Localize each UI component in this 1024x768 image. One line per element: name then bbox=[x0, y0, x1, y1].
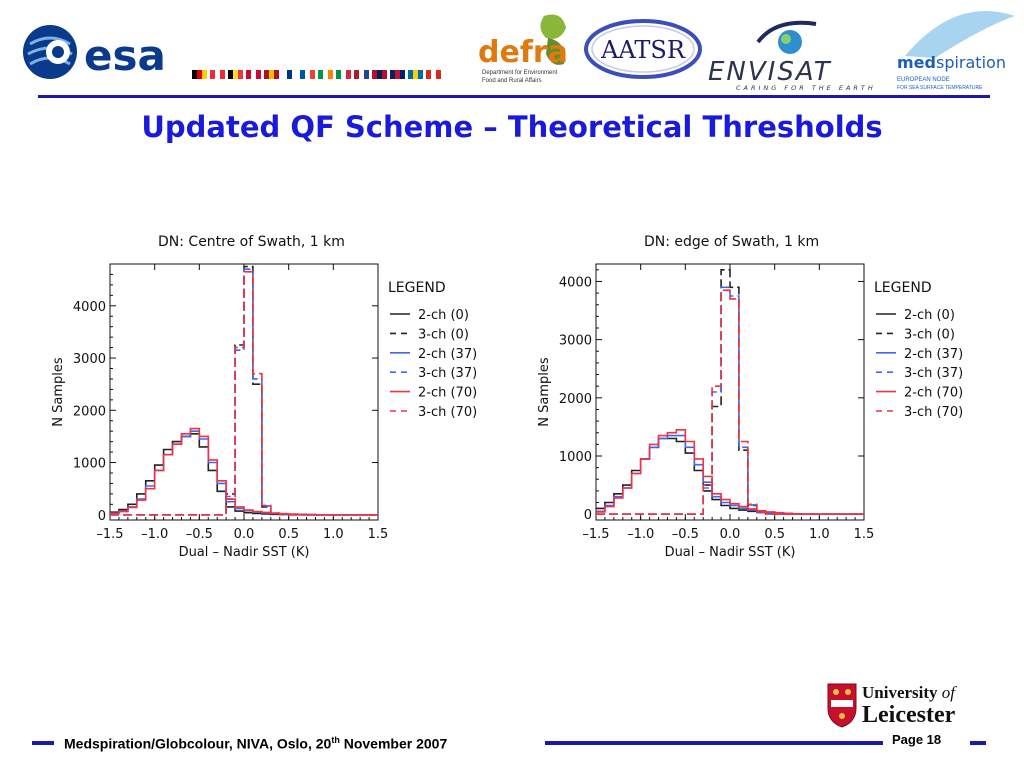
edge-ytick-label: 2000 bbox=[559, 392, 592, 407]
edge-plot-frame bbox=[595, 263, 865, 521]
footer-bar: Medspiration/Globcolour, NIVA, Oslo, 20t… bbox=[0, 728, 1024, 758]
flag-7 bbox=[318, 69, 333, 79]
page-number: Page 18 bbox=[892, 732, 942, 747]
aatsr-logo: AATSR bbox=[584, 19, 702, 79]
centre-ytick-label: 0 bbox=[98, 509, 106, 524]
flag-12 bbox=[408, 69, 423, 79]
edge-series-4 bbox=[596, 429, 864, 515]
defra-wordmark: defra bbox=[478, 35, 568, 70]
edge-series-5 bbox=[596, 289, 864, 515]
centre-ylabel: N Samples bbox=[51, 357, 66, 427]
edge-ytick-label: 4000 bbox=[559, 275, 592, 290]
edge-series-3 bbox=[596, 286, 864, 515]
envisat-logo: ENVISAT CARING FOR THE EARTH bbox=[708, 20, 876, 92]
university-line-1: University of bbox=[862, 683, 957, 702]
envisat-wordmark: ENVISAT bbox=[708, 57, 832, 87]
envisat-tagline: CARING FOR THE EARTH bbox=[736, 84, 876, 92]
centre-xtick-label: –1.0 bbox=[141, 527, 168, 542]
centre-xtick-label: 0.5 bbox=[278, 527, 299, 542]
esa-wordmark: esa bbox=[84, 31, 166, 80]
footer-event-text: Medspiration/Globcolour, NIVA, Oslo, 20t… bbox=[64, 735, 448, 752]
edge-xtick-label: –1.0 bbox=[627, 527, 654, 542]
edge-legend-label: 3-ch (70) bbox=[904, 405, 963, 420]
flag-13 bbox=[426, 69, 441, 79]
centre-legend-label: 2-ch (70) bbox=[418, 386, 477, 401]
flag-1 bbox=[210, 69, 225, 79]
edge-xtick-label: 1.5 bbox=[854, 527, 875, 542]
header-rule bbox=[38, 95, 990, 98]
centre-ytick-label: 1000 bbox=[73, 457, 106, 472]
edge-series-1 bbox=[596, 269, 864, 515]
footer-dash-right bbox=[970, 741, 986, 745]
centre-xtick-label: –0.5 bbox=[186, 527, 213, 542]
medspiration-logo: medspiration EUROPEAN NODE FOR SEA SURFA… bbox=[897, 11, 1015, 91]
medspiration-sub-1: EUROPEAN NODE bbox=[897, 77, 950, 83]
flag-3 bbox=[246, 69, 261, 79]
flag-2 bbox=[228, 69, 243, 79]
centre-ytick-label: 3000 bbox=[73, 352, 106, 367]
centre-ytick-label: 2000 bbox=[73, 404, 106, 419]
medspiration-wordmark: medspiration bbox=[897, 53, 1006, 72]
defra-subtitle-1: Department for Environment bbox=[482, 70, 558, 76]
edge-xtick-label: 0.0 bbox=[720, 527, 741, 542]
flag-0 bbox=[192, 69, 207, 79]
centre-legend-label: 2-ch (37) bbox=[418, 347, 477, 362]
edge-legend-label: 2-ch (70) bbox=[904, 386, 963, 401]
centre-legend-label: 3-ch (37) bbox=[418, 366, 477, 381]
edge-xtick-label: 0.5 bbox=[764, 527, 785, 542]
flag-5 bbox=[282, 69, 297, 79]
histogram-chart-edge: DN: edge of Swath, 1 km –1.5 –1.0 –0.5 0.0 0.… bbox=[537, 234, 963, 560]
centre-legend-label: 2-ch (0) bbox=[418, 308, 469, 323]
slide-title: Updated QF Scheme – Theoretical Threshol… bbox=[141, 110, 883, 144]
centre-series-2 bbox=[110, 430, 378, 516]
edge-xtick-label: 1.0 bbox=[809, 527, 830, 542]
edge-ytick-label: 3000 bbox=[559, 334, 592, 349]
edge-legend-label: 2-ch (0) bbox=[904, 308, 955, 323]
footer-dash-left bbox=[32, 741, 54, 745]
edge-ylabel: N Samples bbox=[537, 357, 552, 427]
edge-ytick-label: 1000 bbox=[559, 450, 592, 465]
centre-series-4 bbox=[110, 427, 378, 516]
defra-subtitle-2: Food and Rural Affairs bbox=[482, 78, 542, 84]
centre-xtick-label: 0.0 bbox=[234, 527, 255, 542]
centre-xtick-label: 1.5 bbox=[368, 527, 389, 542]
footer-rule bbox=[545, 741, 883, 745]
centre-ytick-label: 4000 bbox=[73, 300, 106, 315]
centre-series-5 bbox=[110, 271, 378, 516]
centre-series-0 bbox=[110, 433, 378, 516]
edge-legend-label: 3-ch (0) bbox=[904, 327, 955, 342]
aatsr-wordmark: AATSR bbox=[600, 36, 686, 64]
edge-legend-title: LEGEND bbox=[874, 280, 932, 296]
edge-legend-label: 2-ch (37) bbox=[904, 347, 963, 362]
medspiration-sub-2: FOR SEA SURFACE TEMPERATURE bbox=[897, 85, 983, 91]
flag-4 bbox=[264, 69, 279, 79]
edge-xtick-label: –0.5 bbox=[672, 527, 699, 542]
histogram-chart-centre: DN: Centre of Swath, 1 km –1.5 –1.0 –0.5 0.0… bbox=[51, 234, 477, 560]
edge-legend-label: 3-ch (37) bbox=[904, 366, 963, 381]
edge-xtick-label: –1.5 bbox=[582, 527, 609, 542]
flag-6 bbox=[300, 69, 315, 79]
member-state-flags bbox=[192, 68, 474, 80]
edge-title: DN: edge of Swath, 1 km bbox=[644, 234, 819, 250]
flag-8 bbox=[336, 69, 351, 79]
flag-9 bbox=[354, 69, 369, 79]
flag-10 bbox=[372, 69, 387, 79]
centre-xtick-label: 1.0 bbox=[323, 527, 344, 542]
esa-logo: esa bbox=[23, 25, 166, 80]
edge-ytick-label: 0 bbox=[584, 508, 592, 523]
centre-xlabel: Dual – Nadir SST (K) bbox=[179, 545, 310, 560]
centre-legend-title: LEGEND bbox=[388, 280, 446, 296]
flag-11 bbox=[390, 69, 405, 79]
centre-title: DN: Centre of Swath, 1 km bbox=[158, 234, 345, 250]
centre-legend-label: 3-ch (70) bbox=[418, 405, 477, 420]
centre-xtick-label: –1.5 bbox=[96, 527, 123, 542]
university-of-leicester-logo: University of Leicester bbox=[827, 683, 957, 728]
edge-xlabel: Dual – Nadir SST (K) bbox=[665, 545, 796, 560]
defra-logo: defra Department for Environment Food an… bbox=[478, 14, 568, 84]
centre-legend-label: 3-ch (0) bbox=[418, 327, 469, 342]
university-line-2: Leicester bbox=[862, 702, 956, 728]
header-bar: esa defra Department for Environment Foo… bbox=[0, 0, 1024, 100]
